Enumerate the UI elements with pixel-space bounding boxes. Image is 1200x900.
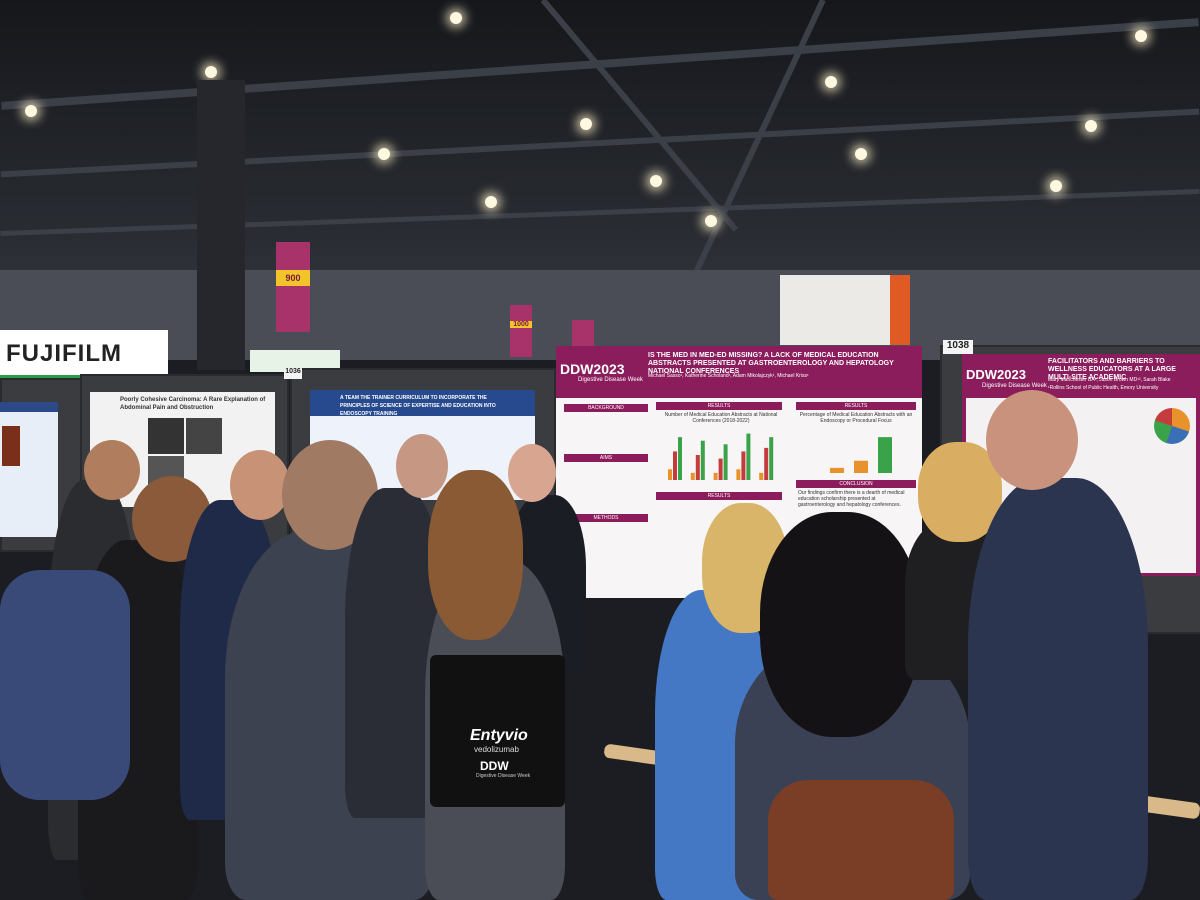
aisle-banner-mid: 1000	[510, 305, 532, 357]
bag-ddw-sub: Digestive Disease Week	[476, 773, 531, 779]
bar-aasld-2020	[713, 472, 718, 480]
poster-affiliation: ¹Rollins School of Public Health, Emory …	[1048, 385, 1159, 391]
poster-title: A TEAM THE TRAINER CURRICULUM TO INCORPO…	[340, 395, 496, 417]
ddw-logo: DDW2023	[560, 361, 625, 377]
section-results: RESULTS	[796, 402, 916, 410]
section-aims: AIMS	[564, 454, 648, 462]
person-head	[508, 444, 556, 502]
dark-hair	[760, 512, 920, 737]
bag-ddw: DDW	[480, 759, 509, 773]
brown-leather-backpack	[768, 780, 954, 900]
section-methods: METHODS	[564, 514, 648, 522]
bar-acg-2020	[718, 458, 723, 480]
poster-title: IS THE MED IN MED-ED MISSING? A LACK OF …	[648, 352, 894, 375]
bar-aasld-2019	[690, 472, 695, 480]
support-column	[197, 80, 245, 370]
booth-number: 1036	[284, 368, 302, 379]
poster-title: Poorly Cohesive Carcinoma: A Rare Explan…	[120, 397, 266, 411]
person-head	[396, 434, 448, 498]
poster-title: FACILITATORS AND BARRIERS TO WELLNESS ED…	[1048, 358, 1176, 381]
fujifilm-sign-secondary	[250, 350, 340, 372]
ddw-logo: DDW2023	[966, 367, 1026, 382]
banner-number-mid: 1000	[510, 321, 532, 328]
fujifilm-label: FUJIFILM	[6, 340, 122, 367]
bar-ddw	[878, 437, 892, 473]
bar-acg-2018	[673, 451, 677, 480]
poster-authors: Mary Manchester BA¹, Jason Brown MD¹², S…	[1048, 377, 1171, 383]
ddw-logo-sub: Digestive Disease Week	[578, 377, 643, 383]
bar-aasld-2018	[668, 469, 672, 480]
bar-ddw-2018	[678, 437, 682, 480]
banner-number: 900	[276, 270, 310, 286]
bar-chart-endoscopy	[830, 437, 892, 473]
person-head	[230, 450, 290, 520]
section-results: RESULTS	[656, 492, 782, 500]
bar-aasld	[830, 467, 844, 473]
bag-brand: Entyvio	[470, 727, 528, 744]
blonde-hair	[918, 442, 1002, 542]
long-hair	[428, 470, 523, 640]
bar-aasld-2022	[759, 472, 764, 480]
section-conclusion: CONCLUSION	[796, 480, 916, 488]
chart1-title: Number of Medical Education Abstracts at…	[664, 412, 778, 424]
ddw-logo-sub: Digestive Disease Week	[982, 383, 1047, 389]
entyvio-tote-bag: Entyvio vedolizumab DDW Digestive Diseas…	[430, 655, 565, 807]
person-head	[84, 440, 140, 500]
blue-backpack	[0, 570, 130, 800]
bar-acg-2019	[695, 455, 700, 480]
chart2-title: Percentage of Medical Education Abstract…	[799, 412, 913, 424]
person-navy-blazer	[968, 478, 1148, 900]
bar-chart-abstracts	[668, 433, 774, 480]
poster-authors: Michael Sasso¹, Katherine Scholand¹, Ada…	[648, 373, 809, 379]
bar-acg	[854, 460, 868, 473]
bar-acg-2021	[741, 451, 746, 480]
bar-ddw-2020	[723, 444, 728, 480]
bar-ddw-2021	[746, 433, 751, 480]
conclusion-text: Our findings confirm there is a dearth o…	[798, 490, 905, 508]
poster-far-left	[0, 402, 58, 537]
bar-aasld-2021	[736, 469, 741, 480]
person-head	[986, 390, 1078, 490]
bar-acg-2022	[764, 447, 769, 480]
background-booth	[780, 275, 910, 345]
bag-brand-sub: vedolizumab	[474, 745, 519, 754]
booth-number: 1038	[943, 340, 973, 354]
section-results: RESULTS	[656, 402, 782, 410]
section-background: BACKGROUND	[564, 404, 648, 412]
bar-ddw-2022	[769, 437, 774, 480]
aisle-banner-left: 900	[276, 242, 310, 332]
bar-ddw-2019	[700, 440, 705, 480]
